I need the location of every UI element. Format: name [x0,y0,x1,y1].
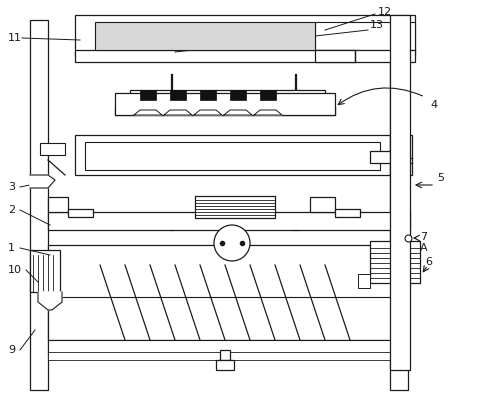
Bar [40,143,65,155]
Text: 2: 2 [8,205,15,215]
Polygon shape [134,110,162,115]
Bar [389,35,407,390]
Bar [85,142,379,170]
Text: A: A [419,243,427,253]
Text: 11: 11 [8,33,22,43]
Bar [314,22,414,50]
Circle shape [214,225,250,261]
Bar [260,90,276,100]
Text: 5: 5 [436,173,443,183]
Bar [279,45,295,55]
Bar [68,209,93,217]
Bar [369,241,419,283]
Bar [357,274,369,288]
Bar [219,350,229,360]
Text: 7: 7 [419,232,426,242]
Text: 3: 3 [8,182,15,192]
Bar [30,20,48,390]
Bar [334,209,359,217]
Bar [115,93,334,115]
Bar [115,107,334,115]
Text: 4: 4 [429,100,436,110]
Bar [48,197,68,212]
Bar [389,135,411,175]
Bar [216,360,233,370]
Bar [169,90,186,100]
Polygon shape [193,110,222,115]
Bar [75,50,414,62]
Bar [309,197,334,212]
Bar [30,250,60,292]
Bar [369,151,389,163]
Polygon shape [253,110,281,115]
Bar [140,90,156,100]
Bar [389,15,409,370]
Text: 1: 1 [8,243,15,253]
Bar [194,196,275,218]
Bar [229,90,245,100]
Bar [48,212,409,230]
Polygon shape [38,292,62,310]
Bar [200,90,216,100]
Polygon shape [164,110,192,115]
Bar [314,50,354,62]
Polygon shape [224,110,252,115]
Text: 10: 10 [8,265,22,275]
Bar [75,135,389,175]
Bar [155,45,171,55]
Text: 6: 6 [424,257,431,267]
Text: 12: 12 [377,7,391,17]
Bar [130,90,324,100]
Bar [48,352,392,360]
Text: 13: 13 [369,20,383,30]
Polygon shape [30,175,55,188]
Bar [75,15,414,55]
Bar [48,245,392,340]
Bar [95,22,314,50]
Text: 9: 9 [8,345,15,355]
Bar [48,340,392,355]
